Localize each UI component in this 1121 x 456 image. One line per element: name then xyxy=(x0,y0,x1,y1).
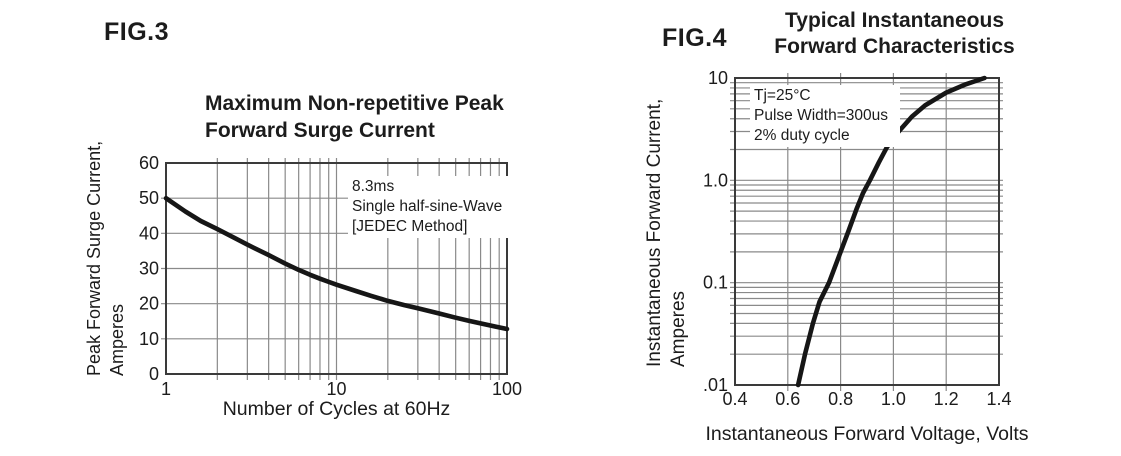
fig4-y-tick-label: 10 xyxy=(708,68,728,88)
fig3-annotation-line1: 8.3ms xyxy=(352,178,395,195)
fig4-title-line1: Typical Instantaneous xyxy=(785,9,1004,32)
fig3-y-tick-label: 60 xyxy=(139,153,159,173)
fig4-title: Typical Instantaneous Forward Characteri… xyxy=(722,8,1067,60)
fig3-x-tick-label: 100 xyxy=(492,379,522,399)
fig4-y-tick-label: .01 xyxy=(703,375,728,395)
fig4-annotation-line1: Tj=25°C xyxy=(754,87,811,104)
fig4-curve-instantaneous-forward-current xyxy=(795,75,987,388)
fig3-label: FIG.3 xyxy=(104,18,170,46)
fig3-y-tick-label: 10 xyxy=(139,329,159,349)
fig3-y-tick-label: 40 xyxy=(139,223,159,243)
fig4-plot-area: 0.4 0.6 0.8 1.0 1.2 1.4 .01 0.1 1.0 10 xyxy=(703,68,1012,409)
fig3-annotation-line3: [JEDEC Method] xyxy=(352,218,468,235)
fig3-x-tick-label: 1 xyxy=(161,379,171,399)
fig3-y-tick-label: 50 xyxy=(139,188,159,208)
fig4-x-axis-title: Instantaneous Forward Voltage, Volts xyxy=(705,423,1029,445)
fig3-annotation-line2: Single half-sine-Wave xyxy=(352,198,503,215)
fig4-annotation-line3: 2% duty cycle xyxy=(754,127,850,144)
fig3-title: Maximum Non-repetitive Peak Forward Surg… xyxy=(205,90,565,144)
fig3-x-tick-label: 10 xyxy=(326,379,346,399)
fig4-x-tick-label: 1.0 xyxy=(881,389,906,409)
fig4-x-tick-label: 1.4 xyxy=(986,389,1011,409)
fig4-x-tick-label: 0.4 xyxy=(722,389,747,409)
fig3-y-axis-title-line1: Peak Forward Surge Current, xyxy=(84,140,104,376)
fig4-annotation: Tj=25°C Pulse Width=300us 2% duty cycle xyxy=(750,85,900,147)
fig3-curve-peak-forward-surge-current xyxy=(163,195,510,332)
fig4-y-tick-label: 0.1 xyxy=(703,273,728,293)
fig4-x-tick-label: 1.2 xyxy=(934,389,959,409)
fig4-y-axis-title: Instantaneous Forward Current, Amperes xyxy=(643,57,691,367)
fig3-annotation: 8.3ms Single half-sine-Wave [JEDEC Metho… xyxy=(348,176,514,238)
fig3-title-line2: Forward Surge Current xyxy=(205,119,435,142)
fig3-x-axis-title: Number of Cycles at 60Hz xyxy=(222,398,451,420)
fig4-x-tick-label: 0.6 xyxy=(775,389,800,409)
fig4-title-line2: Forward Characteristics xyxy=(774,35,1015,58)
fig4-label: FIG.4 xyxy=(662,24,728,52)
fig4-x-tick-label: 0.8 xyxy=(828,389,853,409)
fig3-title-line1: Maximum Non-repetitive Peak xyxy=(205,92,504,115)
fig4-y-axis-title-line1: Instantaneous Forward Current, xyxy=(644,98,665,367)
fig4-annotation-line2: Pulse Width=300us xyxy=(754,107,888,124)
fig3-y-tick-label: 20 xyxy=(139,294,159,314)
fig3-y-tick-label: 30 xyxy=(139,259,159,279)
fig3-y-tick-label: 0 xyxy=(149,364,159,384)
fig4-y-tick-label: 1.0 xyxy=(703,170,728,190)
